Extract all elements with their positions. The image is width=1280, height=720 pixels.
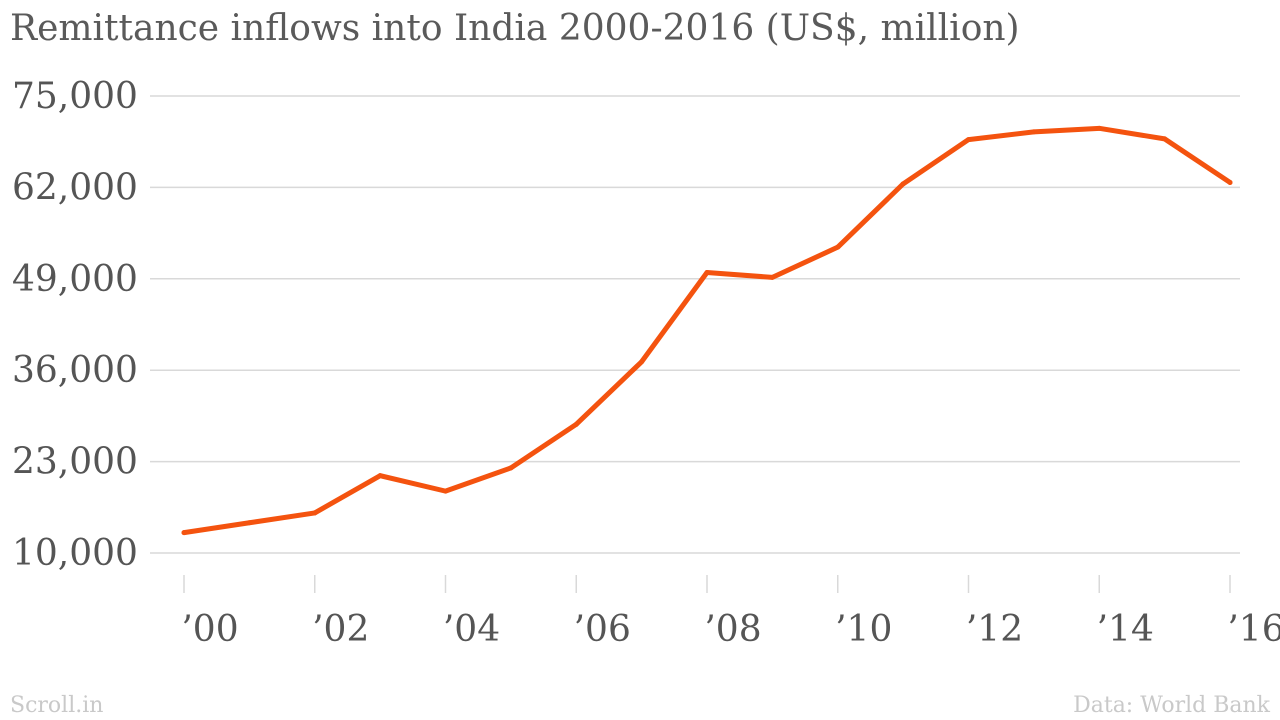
y-axis-tick-labels: 10,000 23,000 36,000 49,000 62,000 75,000 (12, 76, 138, 574)
data-point (377, 473, 383, 479)
data-point (1162, 136, 1168, 142)
y-tick-label: 49,000 (12, 259, 138, 300)
series-layer (181, 125, 1233, 536)
chart-title: Remittance inflows into India 2000-2016 … (10, 8, 1020, 49)
data-point (835, 244, 841, 250)
x-tick-label: ’02 (312, 609, 369, 650)
x-tick-label: ’10 (835, 609, 892, 650)
data-point (1227, 179, 1233, 185)
series-line (181, 125, 1233, 536)
x-tick-label: ’16 (1227, 609, 1280, 650)
data-point (769, 274, 775, 280)
data-point (1096, 125, 1102, 131)
y-tick-label: 75,000 (12, 76, 138, 117)
data-point (704, 269, 710, 275)
y-tick-label: 10,000 (12, 533, 138, 574)
x-tick-label: ’14 (1097, 609, 1154, 650)
x-axis-ticks: ’00 ’02 ’04 ’06 ’08 ’10 ’12 ’14 ’16 (181, 575, 1280, 650)
data-point (966, 137, 971, 143)
data-point (1031, 129, 1037, 135)
data-point (900, 181, 906, 187)
x-tick-label: ’12 (966, 609, 1023, 650)
x-tick-label: ’04 (443, 609, 500, 650)
data-point (573, 421, 579, 427)
data-point (246, 520, 252, 526)
data-point (312, 510, 318, 516)
data-point (639, 359, 645, 365)
gridlines (150, 95, 1240, 554)
data-source-credit: Data: World Bank (1073, 693, 1270, 718)
y-tick-label: 62,000 (12, 167, 138, 208)
y-tick-label: 23,000 (12, 442, 138, 483)
x-tick-label: ’00 (181, 609, 238, 650)
x-tick-label: ’06 (574, 609, 631, 650)
x-tick-label: ’08 (704, 609, 761, 650)
y-tick-label: 36,000 (12, 350, 138, 391)
source-brand: Scroll.in (10, 693, 104, 718)
data-point (443, 488, 448, 494)
data-point (508, 465, 514, 471)
data-point (181, 530, 187, 536)
